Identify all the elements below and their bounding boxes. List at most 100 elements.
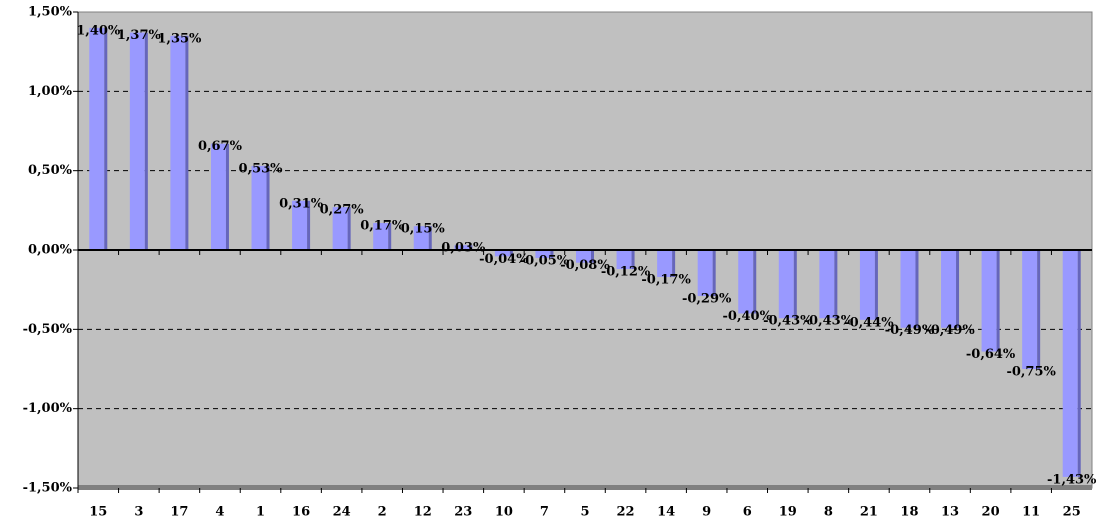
x-tick-label: 7 <box>540 505 549 520</box>
bar-side <box>550 250 554 258</box>
value-label: -0,44% <box>844 315 894 330</box>
bar-side <box>1077 250 1081 477</box>
bar-side <box>225 143 229 250</box>
bar-side <box>388 223 392 250</box>
y-tick-label: -1,00% <box>23 401 73 416</box>
x-tick-label: 24 <box>333 505 351 520</box>
bar <box>819 250 835 319</box>
x-tick-label: 3 <box>134 505 143 520</box>
x-tick-label: 13 <box>941 505 959 520</box>
bar <box>576 250 591 263</box>
x-tick-label: 16 <box>292 505 310 520</box>
bar-side <box>469 245 473 250</box>
bar <box>251 165 267 250</box>
bar <box>900 250 916 328</box>
bar <box>413 226 429 250</box>
y-tick-label: -0,50% <box>23 322 73 337</box>
bar-side <box>915 250 919 328</box>
value-label: -0,43% <box>763 314 813 329</box>
bar-side <box>874 250 878 320</box>
x-tick-label: 20 <box>982 505 1000 520</box>
bar <box>454 245 470 250</box>
y-tick-label: -1,50% <box>23 481 73 496</box>
value-label: -0,40% <box>723 309 773 324</box>
bar-side <box>956 250 960 328</box>
x-tick-label: 8 <box>824 505 833 520</box>
x-tick-label: 15 <box>89 505 107 520</box>
x-tick-label: 19 <box>779 505 797 520</box>
x-tick-label: 23 <box>454 505 472 520</box>
bar <box>941 250 957 328</box>
bar <box>778 250 794 319</box>
x-tick-label: 9 <box>702 505 711 520</box>
bar <box>859 250 875 320</box>
x-tick-label: 22 <box>617 505 635 520</box>
x-tick-label: 25 <box>1063 505 1081 520</box>
x-tick-label: 10 <box>495 505 513 520</box>
bar-side <box>591 250 594 263</box>
bar-side <box>672 250 676 277</box>
bar-side <box>834 250 838 319</box>
value-label: -0,43% <box>804 314 854 329</box>
value-label: -0,49% <box>925 323 975 338</box>
bar <box>697 250 713 297</box>
value-label: 0,27% <box>320 203 365 218</box>
bar <box>292 200 308 250</box>
bar <box>1022 250 1038 369</box>
value-label: 0,31% <box>279 196 324 211</box>
bar-side <box>347 207 351 250</box>
value-label: -0,05% <box>520 253 570 268</box>
bar-side <box>104 27 108 250</box>
value-label: -1,43% <box>1047 472 1097 487</box>
x-tick-label: 1 <box>256 505 265 520</box>
value-label: -0,17% <box>641 272 691 287</box>
bar <box>129 32 145 251</box>
value-label: -0,49% <box>885 323 935 338</box>
bar <box>373 223 389 250</box>
y-tick-label: 1,00% <box>28 84 73 99</box>
floor <box>78 485 1092 490</box>
bar-side <box>509 250 513 257</box>
value-label: 1,35% <box>157 31 202 46</box>
bar-side <box>753 250 757 314</box>
bar-side <box>631 250 635 270</box>
bar-side <box>266 165 270 250</box>
bar-side <box>712 250 716 297</box>
x-tick-label: 17 <box>170 505 188 520</box>
bar-side <box>1037 250 1041 369</box>
bar <box>981 250 997 352</box>
value-label: -0,08% <box>560 258 610 273</box>
x-tick-label: 2 <box>378 505 387 520</box>
bar <box>210 143 226 250</box>
bar <box>89 27 105 250</box>
y-tick-label: 0,00% <box>28 243 73 258</box>
bar <box>170 35 186 250</box>
x-tick-label: 6 <box>743 505 752 520</box>
value-label: -0,29% <box>682 292 732 307</box>
bar <box>494 250 510 257</box>
bar-side <box>793 250 797 319</box>
value-label: 0,53% <box>239 161 284 176</box>
value-label: 0,17% <box>360 219 405 234</box>
x-tick-label: 18 <box>900 505 918 520</box>
bar <box>738 250 754 314</box>
x-tick-label: 4 <box>215 505 224 520</box>
bar-side <box>144 32 148 251</box>
value-label: 1,40% <box>76 23 121 38</box>
value-label: 0,67% <box>198 139 243 154</box>
x-tick-label: 14 <box>657 505 675 520</box>
x-tick-label: 11 <box>1022 505 1040 520</box>
bar-side <box>428 226 432 250</box>
x-tick-label: 12 <box>414 505 432 520</box>
bar <box>332 207 348 250</box>
value-label: 0,03% <box>441 241 486 256</box>
y-tick-label: 0,50% <box>28 163 73 178</box>
value-label: -0,75% <box>1006 365 1056 380</box>
value-label: -0,12% <box>601 265 651 280</box>
bar-side <box>307 200 311 250</box>
bar <box>616 250 632 270</box>
y-tick-label: 1,50% <box>28 5 73 20</box>
bar <box>657 250 673 277</box>
bar-side <box>185 35 189 250</box>
